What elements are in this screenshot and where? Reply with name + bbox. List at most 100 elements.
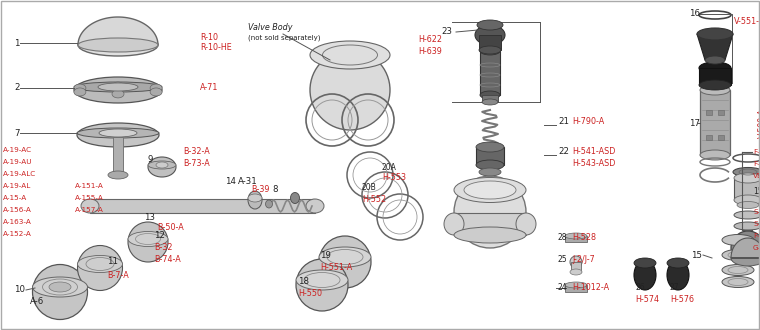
Text: J-2/J-7: J-2/J-7 xyxy=(572,255,595,265)
Ellipse shape xyxy=(150,88,162,96)
Text: 24: 24 xyxy=(558,283,568,292)
Text: 20B: 20B xyxy=(362,183,377,192)
Text: H-551-A: H-551-A xyxy=(320,262,352,272)
Ellipse shape xyxy=(319,236,371,288)
Text: 28: 28 xyxy=(558,233,568,242)
Ellipse shape xyxy=(78,255,122,273)
Ellipse shape xyxy=(77,123,159,147)
Text: 20A: 20A xyxy=(382,162,397,172)
Text: S-30: S-30 xyxy=(753,221,760,227)
Ellipse shape xyxy=(49,282,71,292)
Ellipse shape xyxy=(128,222,168,262)
Text: R-10: R-10 xyxy=(200,32,218,42)
Ellipse shape xyxy=(290,192,299,204)
Ellipse shape xyxy=(78,246,122,290)
Ellipse shape xyxy=(74,84,86,92)
Ellipse shape xyxy=(454,227,526,243)
Ellipse shape xyxy=(734,195,760,205)
Text: A-71: A-71 xyxy=(200,83,218,92)
Ellipse shape xyxy=(722,277,754,287)
Text: 16: 16 xyxy=(689,10,700,18)
Text: 9: 9 xyxy=(148,155,154,164)
Ellipse shape xyxy=(516,213,536,235)
Ellipse shape xyxy=(570,269,582,275)
Ellipse shape xyxy=(479,168,501,176)
Text: B-32: B-32 xyxy=(154,244,173,252)
Text: 7: 7 xyxy=(14,128,20,138)
Ellipse shape xyxy=(705,56,725,64)
Bar xyxy=(113,137,123,175)
Bar xyxy=(734,178,760,200)
Ellipse shape xyxy=(699,80,731,90)
Ellipse shape xyxy=(322,45,378,65)
Ellipse shape xyxy=(33,277,87,297)
Text: F-3: F-3 xyxy=(753,149,760,155)
Ellipse shape xyxy=(248,194,262,202)
Ellipse shape xyxy=(248,191,262,209)
Text: H-576: H-576 xyxy=(670,295,694,305)
Bar xyxy=(706,135,712,140)
Text: B-50-A: B-50-A xyxy=(157,222,184,232)
Ellipse shape xyxy=(482,99,498,105)
Ellipse shape xyxy=(667,260,689,290)
Text: H-1012-A: H-1012-A xyxy=(572,283,609,292)
Text: A-31: A-31 xyxy=(238,178,258,186)
Text: 10: 10 xyxy=(14,285,25,294)
Text: H-639: H-639 xyxy=(418,48,442,56)
Ellipse shape xyxy=(480,47,500,55)
Ellipse shape xyxy=(722,249,754,260)
Ellipse shape xyxy=(77,128,159,138)
Text: A-15-A: A-15-A xyxy=(3,195,27,201)
Text: A-6: A-6 xyxy=(30,298,44,307)
Text: 23: 23 xyxy=(441,27,452,37)
Text: V-500-A: V-500-A xyxy=(758,108,760,138)
Bar xyxy=(571,262,581,272)
Ellipse shape xyxy=(148,161,176,169)
Text: A-19-ALC: A-19-ALC xyxy=(3,171,36,177)
Text: G-21: G-21 xyxy=(753,245,760,251)
Ellipse shape xyxy=(700,150,730,160)
Text: B-73-A: B-73-A xyxy=(183,158,210,168)
Bar xyxy=(718,135,724,140)
Text: H-541-ASD: H-541-ASD xyxy=(572,148,616,156)
Ellipse shape xyxy=(150,84,162,92)
Polygon shape xyxy=(731,238,760,258)
Ellipse shape xyxy=(98,83,138,91)
Ellipse shape xyxy=(296,259,348,311)
Bar xyxy=(479,35,501,50)
Text: B-32-A: B-32-A xyxy=(183,148,210,156)
Ellipse shape xyxy=(78,34,158,56)
Text: A-152-A: A-152-A xyxy=(3,231,32,237)
Ellipse shape xyxy=(454,178,526,203)
Text: 26: 26 xyxy=(635,283,644,292)
Bar xyxy=(565,236,587,242)
Text: A-19-AC: A-19-AC xyxy=(3,147,32,153)
Ellipse shape xyxy=(310,50,390,130)
Ellipse shape xyxy=(319,247,371,267)
Bar xyxy=(476,147,504,165)
Bar xyxy=(454,213,526,235)
Text: 22: 22 xyxy=(558,148,569,156)
Text: H-543-ASD: H-543-ASD xyxy=(572,159,616,169)
Text: 13: 13 xyxy=(144,214,155,222)
Bar xyxy=(482,95,498,102)
Ellipse shape xyxy=(479,46,501,54)
Text: B-39: B-39 xyxy=(252,185,270,194)
Text: 11: 11 xyxy=(107,257,118,267)
Ellipse shape xyxy=(477,20,503,30)
Text: H-528: H-528 xyxy=(572,233,596,242)
Ellipse shape xyxy=(296,270,348,290)
Ellipse shape xyxy=(565,282,587,288)
Ellipse shape xyxy=(74,77,162,103)
Text: 19: 19 xyxy=(320,250,331,259)
Ellipse shape xyxy=(156,162,168,168)
Ellipse shape xyxy=(667,258,689,268)
Ellipse shape xyxy=(699,62,731,74)
Ellipse shape xyxy=(81,199,99,213)
Bar xyxy=(565,285,587,292)
Text: 25: 25 xyxy=(558,255,568,265)
Ellipse shape xyxy=(112,82,124,90)
Ellipse shape xyxy=(734,211,760,219)
Bar xyxy=(706,110,712,115)
Text: V-551-A: V-551-A xyxy=(734,17,760,26)
